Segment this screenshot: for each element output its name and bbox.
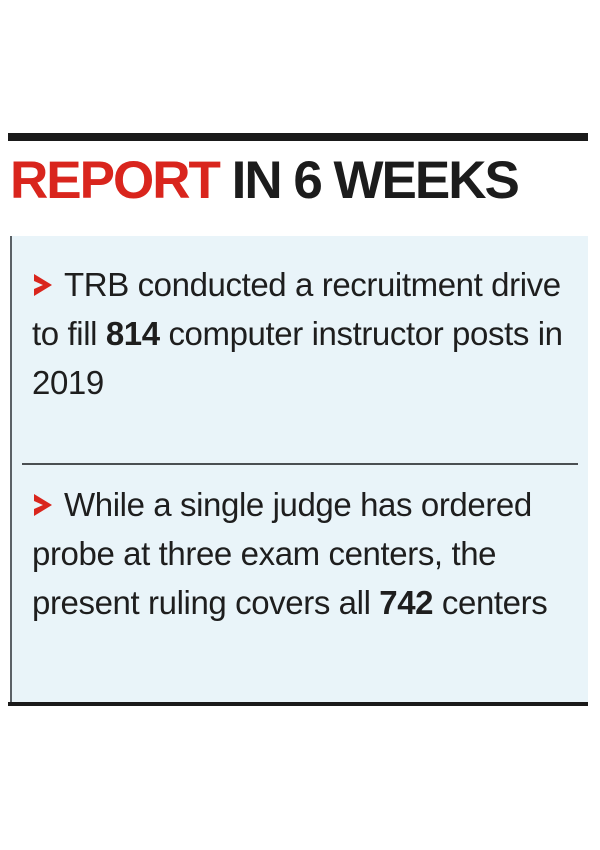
- top-rule: [8, 133, 588, 141]
- headline-dark-part: IN 6 WEEKS: [231, 151, 520, 210]
- bullet-item-2: While a single judge has ordered probe a…: [32, 480, 577, 627]
- bullet-2-text-after: centers: [433, 584, 548, 621]
- bullet-2-bold-number: 742: [379, 584, 434, 621]
- arrow-right-icon: [32, 272, 54, 298]
- bullet-2-text-before: While a single judge has ordered probe a…: [32, 486, 532, 621]
- item-divider: [22, 463, 578, 465]
- bullet-item-1: TRB conducted a recruitment drive to fil…: [32, 260, 577, 407]
- bottom-rule: [8, 702, 588, 706]
- arrow-right-icon: [32, 492, 54, 518]
- bullet-1-text-before: TRB conducted a recruitment drive to fil…: [32, 266, 561, 352]
- bullet-1-text-after: computer instructor posts in 2019: [32, 315, 563, 401]
- info-panel: [10, 236, 588, 702]
- bullet-1-bold-number: 814: [105, 315, 160, 352]
- headline: REPORT IN 6 WEEKS: [10, 146, 590, 216]
- headline-red-part: REPORT: [10, 151, 221, 210]
